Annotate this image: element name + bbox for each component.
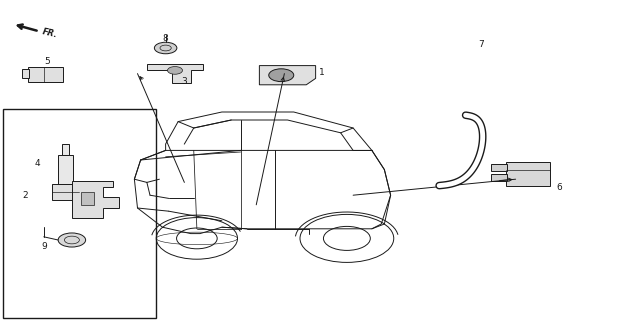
Polygon shape (72, 181, 119, 218)
Bar (22, 69, 29, 78)
Text: 7: 7 (478, 40, 484, 49)
Text: 8: 8 (162, 34, 169, 43)
Bar (3, 109, 156, 318)
Circle shape (269, 69, 294, 82)
Text: 1: 1 (319, 68, 325, 77)
Bar (58, 155, 73, 184)
Bar (506, 162, 550, 186)
Text: 2: 2 (22, 191, 28, 200)
Polygon shape (147, 64, 203, 83)
Text: 9: 9 (41, 242, 47, 251)
Bar (28, 67, 63, 82)
Text: 3: 3 (181, 77, 188, 86)
Bar (491, 174, 508, 181)
Text: FR.: FR. (42, 27, 59, 39)
Bar (491, 164, 508, 171)
Circle shape (168, 67, 182, 74)
Bar (81, 192, 94, 205)
Circle shape (154, 42, 177, 54)
Polygon shape (259, 66, 316, 85)
Bar (52, 184, 79, 200)
Circle shape (58, 233, 86, 247)
Text: 6: 6 (556, 183, 562, 192)
Text: 4: 4 (35, 159, 40, 168)
Bar (62, 144, 69, 155)
Text: 5: 5 (44, 57, 50, 66)
